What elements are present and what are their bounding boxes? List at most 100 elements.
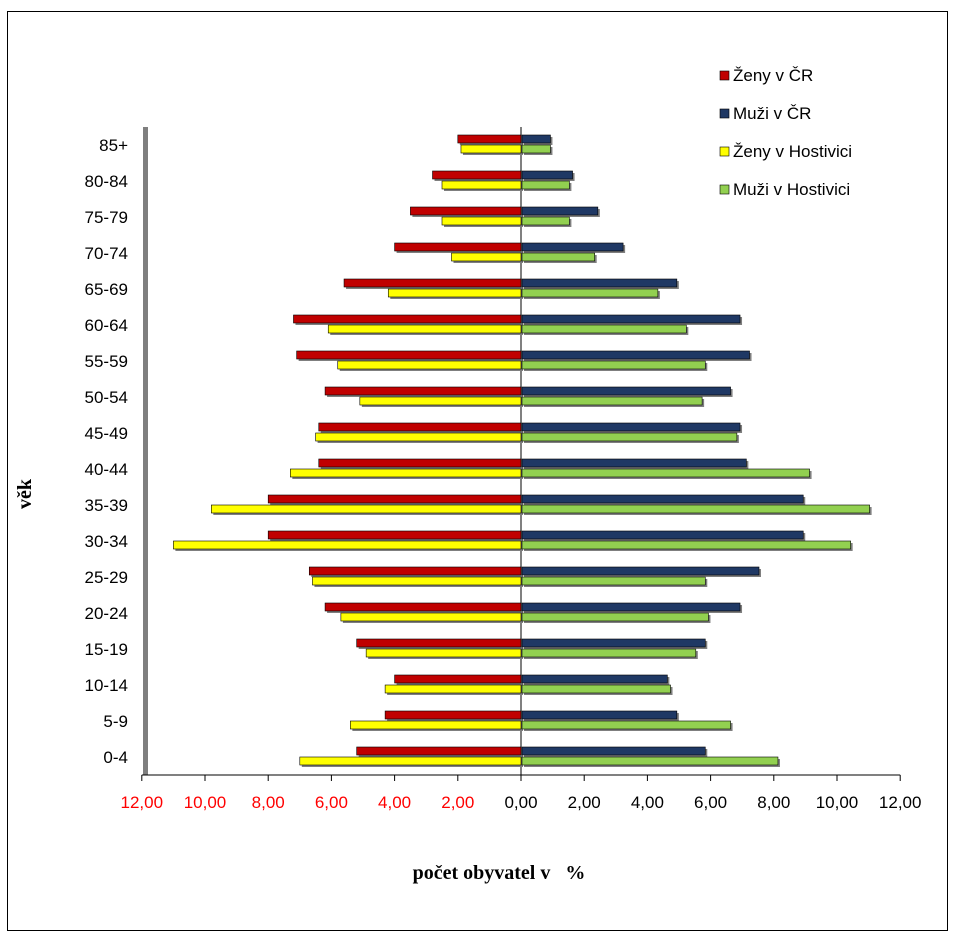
y-tick-label: 35-39 [85,496,128,515]
y-tick-label: 45-49 [85,424,128,443]
bar-ženy-v-hostivici [460,144,522,154]
y-tick-label: 25-29 [85,568,128,587]
bar-muži-v-hostivici [521,252,595,262]
bar-ženy-v-čr [356,638,522,648]
y-axis-title: věk [14,478,36,509]
bar-ženy-v-čr [410,206,522,216]
bar-muži-v-čr [521,242,624,252]
legend-label: Ženy v Hostivici [733,142,852,161]
bar-muži-v-hostivici [521,180,570,190]
y-tick-label: 80-84 [85,172,128,191]
y-tick-label: 15-19 [85,640,128,659]
bar-ženy-v-hostivici [451,252,522,262]
bar-muži-v-čr [521,134,551,144]
y-tick-label: 60-64 [85,316,128,335]
legend-swatch [719,184,730,195]
bar-ženy-v-čr [394,674,522,684]
bar-muži-v-hostivici [521,144,551,154]
bar-muži-v-hostivici [521,576,706,586]
bar-ženy-v-hostivici [327,324,522,334]
bar-ženy-v-čr [324,386,522,396]
x-tick-label: 8,00 [757,793,790,812]
bar-muži-v-čr [521,170,573,180]
y-tick-label: 10-14 [85,676,128,695]
y-tick-label: 70-74 [85,244,128,263]
bar-muži-v-čr [521,530,804,540]
x-tick-label: 12,00 [879,793,922,812]
bar-muži-v-hostivici [521,504,870,514]
bar-ženy-v-čr [324,602,522,612]
bar-ženy-v-čr [267,530,522,540]
y-tick-label: 65-69 [85,280,128,299]
y-tick-label: 5-9 [103,712,128,731]
bar-ženy-v-hostivici [365,648,522,658]
bar-ženy-v-hostivici [315,432,522,442]
legend-label: Muži v Hostivici [733,180,850,199]
y-tick-label: 20-24 [85,604,128,623]
y-tick-label: 55-59 [85,352,128,371]
y-tick-label: 0-4 [103,748,128,767]
bar-muži-v-hostivici [521,612,709,622]
bar-muži-v-čr [521,638,706,648]
bar-muži-v-hostivici [521,756,779,766]
bar-ženy-v-hostivici [340,612,522,622]
bar-muži-v-hostivici [521,648,697,658]
bar-muži-v-čr [521,278,678,288]
y-tick-label: 75-79 [85,208,128,227]
bar-muži-v-hostivici [521,396,703,406]
bar-muži-v-čr [521,710,678,720]
y-axis-wall [143,127,148,775]
bar-ženy-v-čr [308,566,522,576]
bars [173,134,872,767]
bar-muži-v-hostivici [521,360,706,370]
x-tick-label: 10,00 [184,793,227,812]
x-tick-label: 12,00 [121,793,164,812]
bar-ženy-v-čr [394,242,522,252]
bar-ženy-v-čr [293,314,522,324]
x-tick-label: 8,00 [252,793,285,812]
bar-ženy-v-čr [296,350,522,360]
x-tick-label: 4,00 [631,793,664,812]
y-tick-label: 50-54 [85,388,128,407]
bar-muži-v-čr [521,566,760,576]
bar-ženy-v-hostivici [299,756,522,766]
bar-ženy-v-hostivici [441,180,522,190]
bar-muži-v-čr [521,602,741,612]
bar-ženy-v-hostivici [312,576,522,586]
x-tick-labels: 12,00 10,00 8,00 6,00 4,00 2,00 0,00 2,00 4,00 6,… [121,793,922,812]
y-tick-label: 40-44 [85,460,128,479]
bar-muži-v-čr [521,674,668,684]
y-tick-labels: 0-4 5-9 10-14 15-19 20-24 25-29 30-34 35-39 40-4… [85,136,129,767]
bar-muži-v-hostivici [521,684,671,694]
bar-ženy-v-hostivici [384,684,522,694]
bar-ženy-v-čr [343,278,522,288]
x-tick-label: 6,00 [694,793,727,812]
x-tick-label: 2,00 [568,793,601,812]
bar-muži-v-čr [521,422,741,432]
bar-ženy-v-hostivici [350,720,522,730]
bar-muži-v-čr [521,350,750,360]
bar-muži-v-hostivici [521,468,810,478]
bar-ženy-v-hostivici [290,468,522,478]
bar-muži-v-čr [521,494,804,504]
y-tick-label: 85+ [99,136,128,155]
bar-ženy-v-čr [457,134,522,144]
x-tick-label: 4,00 [378,793,411,812]
bar-ženy-v-hostivici [441,216,522,226]
bar-ženy-v-čr [356,746,522,756]
legend-swatch [719,70,730,81]
legend-label: Ženy v ČR [733,66,813,85]
bar-ženy-v-čr [318,422,522,432]
bar-ženy-v-hostivici [173,540,522,550]
bar-muži-v-hostivici [521,216,570,226]
legend: Ženy v ČR Muži v ČR Ženy v Hostivici Muži v… [719,66,852,199]
legend-swatch [719,146,730,157]
bar-ženy-v-čr [318,458,522,468]
bar-muži-v-čr [521,746,706,756]
bar-ženy-v-hostivici [359,396,522,406]
x-axis-title: počet obyvatel v % [413,862,586,884]
x-tick-label: 0,00 [504,793,537,812]
chart-frame: 0-4 5-9 10-14 15-19 20-24 25-29 30-34 35-39 40-4… [7,11,948,931]
bar-muži-v-hostivici [521,432,738,442]
bar-muži-v-hostivici [521,720,731,730]
